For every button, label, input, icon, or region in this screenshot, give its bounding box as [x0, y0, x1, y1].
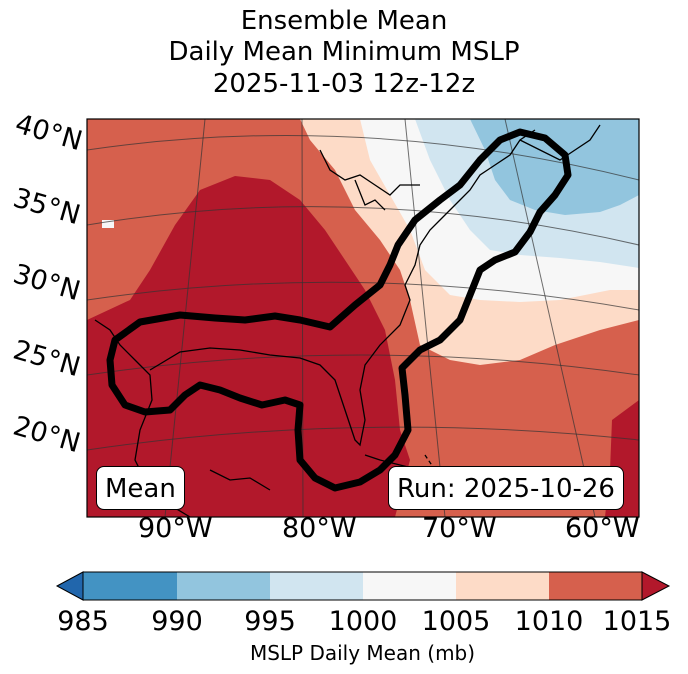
colorbar-seg-995-1000 — [270, 572, 363, 600]
colorbar-extend-high — [641, 571, 671, 601]
field-above-1015 — [87, 176, 410, 517]
graticule-lat-25 — [87, 354, 639, 376]
colorbar-tick-990: 990 — [151, 606, 203, 637]
colorbar-seg-985-990 — [83, 572, 177, 600]
colorbar-tick-985: 985 — [57, 606, 109, 637]
colorbar-extend-low — [55, 571, 84, 601]
run-box: Run: 2025-10-26 — [388, 466, 624, 510]
title-line-1: Ensemble Mean — [240, 6, 448, 36]
title-line-2: Daily Mean Minimum MSLP — [168, 37, 520, 67]
coast-great-lakes — [319, 149, 420, 196]
graticule-lat-35 — [87, 206, 639, 246]
colorbar — [55, 571, 671, 601]
colorbar-tick-1015: 1015 — [602, 606, 672, 637]
colorbar-seg-990-995 — [177, 572, 270, 600]
field-990-995 — [470, 119, 639, 215]
colorbar-seg-1010-1015 — [549, 572, 642, 600]
map-frame — [86, 118, 640, 518]
lon-label-70: 70°W — [422, 513, 497, 544]
lon-label-90: 90°W — [138, 513, 213, 544]
lon-label-60: 60°W — [565, 513, 640, 544]
field-small-blob — [102, 220, 114, 228]
coast-gulf-atlantic — [149, 129, 536, 447]
title-line-3: 2025-11-03 12z-12z — [212, 69, 476, 99]
lon-label-80: 80°W — [282, 513, 357, 544]
colorbar-tick-1000: 1000 — [328, 606, 398, 637]
graticule-lat-20 — [87, 426, 639, 451]
graticule-lat-30 — [87, 281, 639, 311]
colorbar-label: MSLP Daily Mean (mb) — [249, 641, 476, 665]
colorbar-tick-1005: 1005 — [421, 606, 491, 637]
graticule-lat-40 — [87, 134, 639, 181]
coast-yucatan — [209, 469, 271, 491]
colorbar-frame — [82, 571, 643, 601]
colorbar-tick-995: 995 — [244, 606, 296, 637]
colorbar-seg-1005-1010 — [456, 572, 549, 600]
contour-outline — [106, 128, 572, 492]
graticule-lon-60 — [504, 119, 596, 517]
coast-lake-erie — [354, 179, 386, 211]
mean-box: Mean — [96, 466, 185, 510]
colorbar-tick-1010: 1010 — [514, 606, 584, 637]
colorbar-seg-1000-1005 — [363, 572, 456, 600]
